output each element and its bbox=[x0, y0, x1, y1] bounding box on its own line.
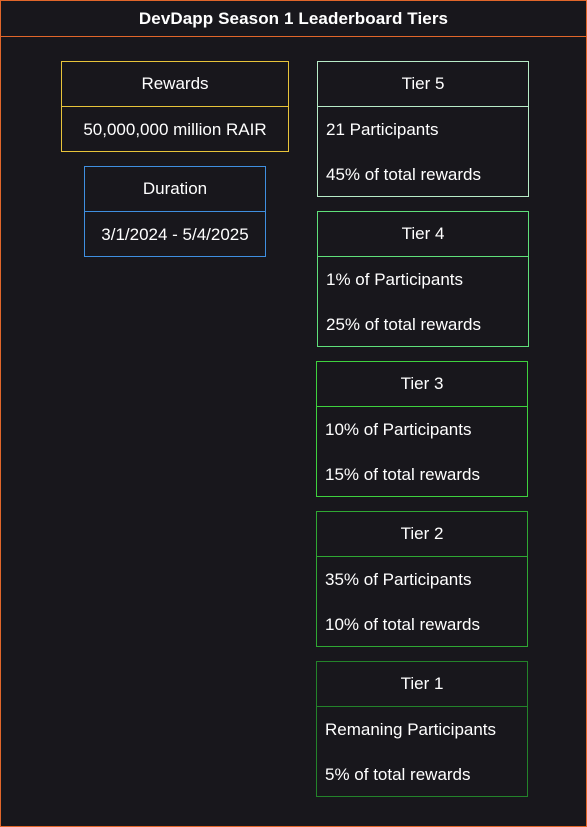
duration-label: Duration bbox=[85, 167, 265, 212]
tier-4-name: Tier 4 bbox=[318, 212, 528, 257]
tier-4-share: 25% of total rewards bbox=[326, 314, 481, 334]
duration-box: Duration 3/1/2024 - 5/4/2025 bbox=[84, 166, 266, 257]
rewards-label: Rewards bbox=[62, 62, 288, 107]
tier-5-share: 45% of total rewards bbox=[326, 164, 481, 184]
tier-2-box: Tier 2 35% of Participants 10% of total … bbox=[316, 511, 528, 647]
tier-1-box: Tier 1 Remaning Participants 5% of total… bbox=[316, 661, 528, 797]
tier-5-box: Tier 5 21 Participants 45% of total rewa… bbox=[317, 61, 529, 197]
duration-value: 3/1/2024 - 5/4/2025 bbox=[101, 224, 249, 244]
tier-3-name: Tier 3 bbox=[317, 362, 527, 407]
tier-5-name: Tier 5 bbox=[318, 62, 528, 107]
tier-1-name: Tier 1 bbox=[317, 662, 527, 707]
tier-4-box: Tier 4 1% of Participants 25% of total r… bbox=[317, 211, 529, 347]
tier-3-box: Tier 3 10% of Participants 15% of total … bbox=[316, 361, 528, 497]
tier-5-participants: 21 Participants bbox=[326, 119, 439, 139]
tier-2-participants: 35% of Participants bbox=[325, 569, 472, 589]
tier-3-participants: 10% of Participants bbox=[325, 419, 472, 439]
tier-1-participants: Remaning Participants bbox=[325, 719, 497, 739]
rewards-box: Rewards 50,000,000 million RAIR bbox=[61, 61, 289, 152]
tier-3-share: 15% of total rewards bbox=[325, 464, 480, 484]
tier-2-share: 10% of total rewards bbox=[325, 614, 480, 634]
rewards-value: 50,000,000 million RAIR bbox=[83, 119, 267, 139]
tier-2-name: Tier 2 bbox=[317, 512, 527, 557]
diagram-title: DevDapp Season 1 Leaderboard Tiers bbox=[1, 1, 586, 37]
tier-4-participants: 1% of Participants bbox=[326, 269, 464, 289]
tier-1-share: 5% of total rewards bbox=[325, 764, 471, 784]
